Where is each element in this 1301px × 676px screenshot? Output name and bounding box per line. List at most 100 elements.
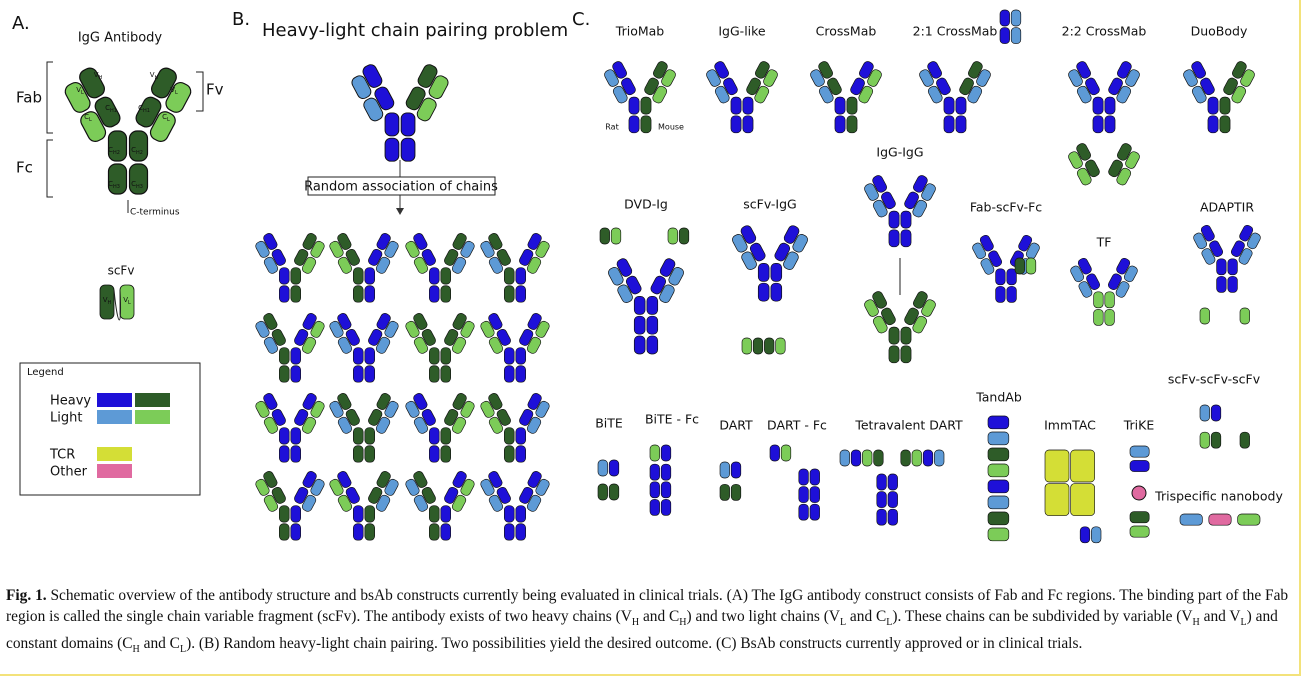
domain xyxy=(345,248,360,266)
arm xyxy=(519,471,550,512)
domain xyxy=(633,296,646,315)
arm xyxy=(255,393,286,434)
domain xyxy=(999,27,1010,44)
domain xyxy=(864,299,879,317)
domain-label: CL xyxy=(84,113,92,123)
domain xyxy=(519,328,534,346)
panel-label: C. xyxy=(572,9,590,30)
domain xyxy=(429,505,440,523)
caption-text: ). (B) Random heavy-light chain pairing.… xyxy=(186,635,1083,653)
domain xyxy=(452,393,467,410)
domain xyxy=(1076,143,1091,161)
arm xyxy=(329,471,360,512)
domain xyxy=(660,481,672,499)
domain-label-base: V xyxy=(170,86,175,94)
arm xyxy=(774,225,808,270)
domain xyxy=(451,494,467,512)
antibody xyxy=(480,471,550,541)
fragment xyxy=(719,461,742,501)
domain xyxy=(742,115,754,134)
domain xyxy=(741,251,757,270)
fragment xyxy=(839,449,945,526)
domain xyxy=(659,258,676,277)
domain xyxy=(1091,526,1102,544)
domain xyxy=(597,459,608,477)
domain xyxy=(353,365,364,383)
domain xyxy=(644,77,659,96)
region-label: Fab xyxy=(16,89,42,107)
domain xyxy=(440,505,451,523)
domain xyxy=(850,449,862,467)
domain xyxy=(440,427,451,445)
domain xyxy=(504,505,515,523)
domain xyxy=(881,191,896,210)
arm xyxy=(368,313,399,354)
domain xyxy=(263,471,278,488)
antibody xyxy=(255,313,325,383)
antibody xyxy=(255,393,325,463)
domain xyxy=(128,163,149,195)
domain xyxy=(1125,69,1140,87)
antibody xyxy=(1183,61,1255,134)
domain xyxy=(421,328,436,346)
domain xyxy=(1200,224,1215,242)
domain xyxy=(329,240,344,258)
domain xyxy=(968,61,983,79)
domain xyxy=(922,449,934,467)
arm xyxy=(519,313,550,354)
domain xyxy=(515,427,526,445)
domain xyxy=(337,393,352,410)
domain xyxy=(413,336,429,354)
domain xyxy=(337,471,352,488)
domain xyxy=(451,336,467,354)
domain-label-sub: H xyxy=(108,300,112,306)
domain xyxy=(649,499,660,516)
domain xyxy=(1116,85,1132,104)
domain xyxy=(1070,449,1095,483)
domain xyxy=(719,484,730,501)
construct-name: CrossMab xyxy=(816,24,877,39)
domain xyxy=(774,242,791,262)
domain xyxy=(798,468,809,486)
domain-label-base: V xyxy=(123,296,128,304)
domain xyxy=(900,326,912,345)
domain xyxy=(440,267,451,285)
domain xyxy=(1191,61,1206,79)
domain xyxy=(1200,77,1215,96)
domain xyxy=(440,523,451,541)
domain xyxy=(428,75,449,99)
arm xyxy=(480,313,511,354)
arm xyxy=(480,393,511,434)
domain xyxy=(351,75,372,99)
domain xyxy=(440,445,451,463)
domain xyxy=(995,286,1006,303)
domain-label: CH2 xyxy=(131,146,143,156)
linker-node xyxy=(1131,485,1147,501)
domain xyxy=(294,248,309,266)
domain xyxy=(526,336,542,354)
domain xyxy=(451,416,467,434)
domain-label: CH1 xyxy=(138,104,150,114)
arm xyxy=(294,233,325,274)
domain xyxy=(650,275,667,295)
domain xyxy=(1108,159,1123,178)
fragment xyxy=(597,459,620,501)
domain xyxy=(934,449,945,467)
domain xyxy=(876,491,887,508)
arm xyxy=(904,291,936,334)
domain xyxy=(488,336,504,354)
domain xyxy=(460,320,475,338)
construct-name: IgG-IgG xyxy=(876,145,923,160)
domain xyxy=(1116,167,1132,186)
domain xyxy=(755,61,770,79)
domain xyxy=(1104,115,1116,134)
domain xyxy=(872,199,888,218)
arm xyxy=(972,234,1002,275)
domain xyxy=(429,427,440,445)
domain xyxy=(1092,96,1104,115)
domain xyxy=(1193,232,1208,250)
domain xyxy=(1209,240,1223,257)
domain xyxy=(888,210,900,229)
domain xyxy=(876,508,887,526)
